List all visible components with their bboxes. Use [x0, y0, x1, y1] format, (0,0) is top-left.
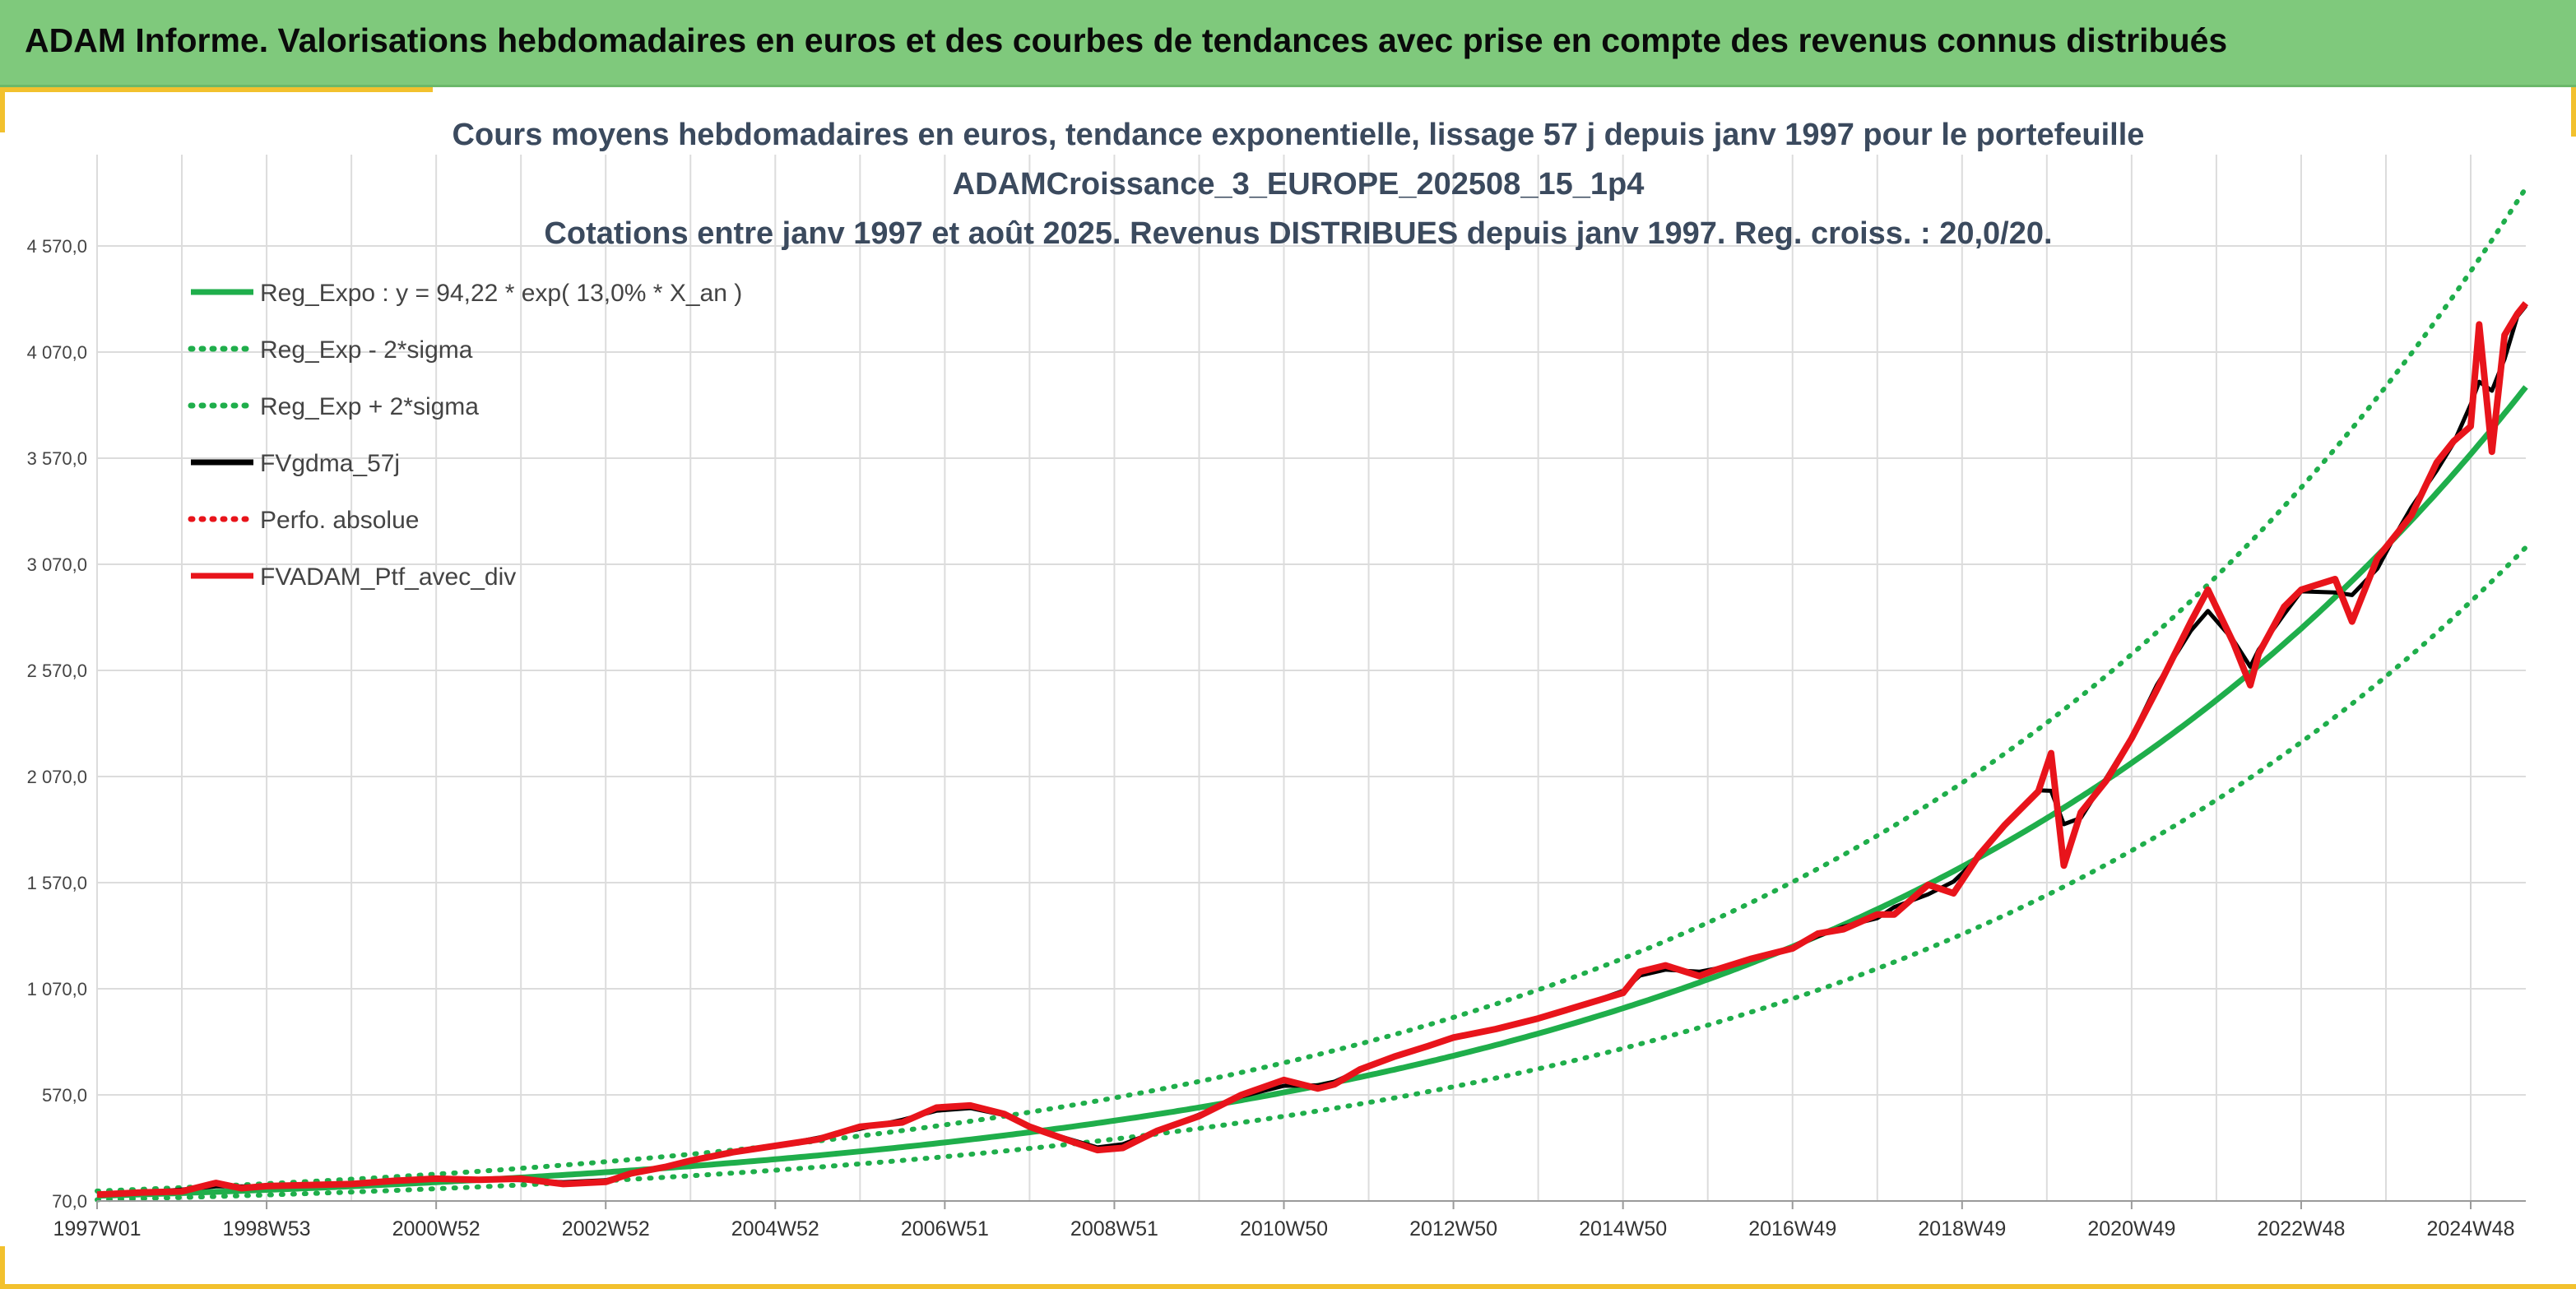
x-tick-label: 2020W49 — [2087, 1217, 2175, 1240]
chart-title-line-2: ADAMCroissance_3_EUROPE_202508_15_1p4 — [953, 167, 1645, 202]
x-tick-label: 1997W01 — [53, 1217, 141, 1240]
legend-label: Reg_Exp + 2*sigma — [260, 393, 479, 420]
y-tick-label: 4 070,0 — [27, 342, 87, 363]
gold-accent-left-bottom — [0, 1246, 5, 1289]
x-tick-label: 2022W48 — [2257, 1217, 2345, 1240]
y-tick-label: 1 570,0 — [27, 873, 87, 893]
x-tick-label: 2006W51 — [901, 1217, 989, 1240]
trend-line — [96, 385, 2528, 1199]
y-tick-label: 70,0 — [52, 1191, 87, 1212]
chart-legend: Reg_Expo : y = 94,22 * exp( 13,0% * X_an… — [188, 280, 742, 591]
chart-axes: 70,0 570,0 1 070,0 1 570,0 2 070,0 2 570,0 3 0… — [27, 236, 2526, 1240]
y-tick-label: 4 570,0 — [27, 236, 87, 257]
header-banner: ADAM Informe. Valorisations hebdomadaire… — [0, 0, 2576, 87]
chart-title-line-1: Cours moyens hebdomadaires en euros, ten… — [453, 118, 2145, 152]
x-tick-label: 2004W52 — [731, 1217, 819, 1240]
x-tick-label: 2016W49 — [1748, 1217, 1836, 1240]
x-tick-label: 2018W49 — [1918, 1217, 2006, 1240]
legend-label: FVADAM_Ptf_avec_div — [260, 563, 516, 591]
legend-label: Perfo. absolue — [260, 507, 419, 534]
chart-series — [95, 185, 2529, 1203]
y-tick-label: 3 070,0 — [27, 554, 87, 575]
x-tick-label: 2000W52 — [392, 1217, 480, 1240]
y-tick-label: 1 070,0 — [27, 979, 87, 999]
gold-accent-right-top — [2571, 87, 2576, 137]
legend-label: Reg_Exp - 2*sigma — [260, 336, 473, 364]
x-tick-label: 2024W48 — [2427, 1217, 2515, 1240]
legend-label: Reg_Expo : y = 94,22 * exp( 13,0% * X_an… — [260, 280, 742, 307]
legend-label: FVgdma_57j — [260, 450, 400, 477]
gold-accent-bottom — [0, 1284, 2576, 1289]
y-tick-label: 2 070,0 — [27, 767, 87, 787]
upper-band-line — [95, 185, 2528, 1194]
y-tick-label: 2 570,0 — [27, 661, 87, 681]
banner-title: ADAM Informe. Valorisations hebdomadaire… — [25, 21, 2228, 59]
x-tick-label: 2008W51 — [1070, 1217, 1158, 1240]
x-tick-label: 1998W53 — [223, 1217, 311, 1240]
x-tick-label: 2014W50 — [1579, 1217, 1667, 1240]
smoothed-line — [96, 304, 2527, 1197]
gold-accent-left-top — [0, 87, 5, 132]
x-tick-label: 2010W50 — [1240, 1217, 1328, 1240]
gold-accent-top-left — [0, 87, 433, 92]
x-tick-label: 2012W50 — [1409, 1217, 1497, 1240]
x-tick-label: 2002W52 — [562, 1217, 650, 1240]
y-tick-label: 570,0 — [42, 1085, 87, 1106]
chart-title-line-3: Cotations entre janv 1997 et août 2025. … — [544, 216, 2052, 251]
lower-band-line — [95, 545, 2528, 1203]
y-tick-label: 3 570,0 — [27, 448, 87, 469]
portfolio-line — [96, 301, 2529, 1199]
